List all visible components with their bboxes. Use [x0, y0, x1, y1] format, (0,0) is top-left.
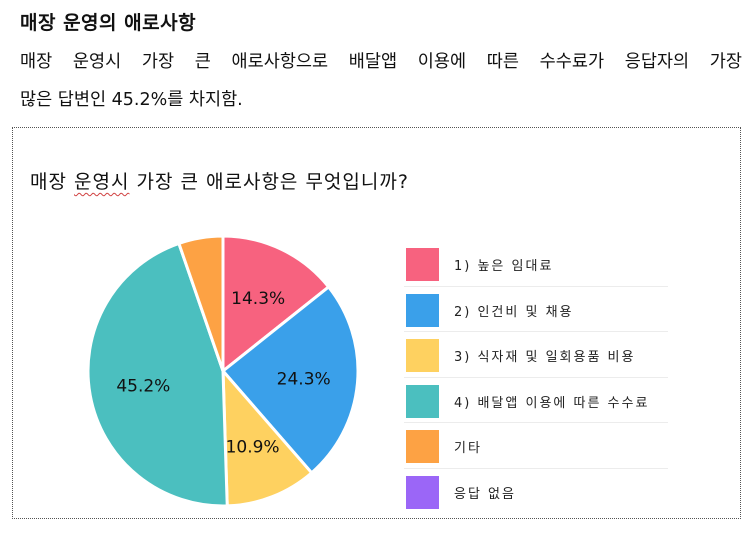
legend-item: 1) 높은 임대료: [404, 241, 668, 287]
paragraph-word: 이용에: [417, 52, 467, 72]
legend-item: 3) 식자재 및 일회용품 비용: [404, 332, 668, 378]
slice-percent-label: 14.3%: [231, 289, 285, 309]
chart-frame: [12, 127, 741, 519]
paragraph-word: 따른: [486, 52, 519, 72]
paragraph-word: 애로사항으로: [231, 52, 329, 72]
pie-slice: [221, 285, 360, 475]
legend-item: 응답 없음: [404, 469, 668, 515]
pie-slice: [177, 234, 225, 373]
pie-slice: [221, 234, 331, 373]
legend-label: 응답 없음: [454, 486, 516, 502]
section-heading: 매장 운영의 애로사항: [20, 12, 197, 34]
paragraph-word: 배달앱: [348, 52, 398, 72]
chart-title: 매장 운영시 가장 큰 애로사항은 무엇입니까?: [30, 171, 409, 193]
legend-label: 3) 식자재 및 일회용품 비용: [454, 350, 636, 366]
legend-label: 1) 높은 임대료: [454, 259, 554, 274]
summary-paragraph-line-1: 매장 운영시 가장 큰 애로사항으로 배달앱 이용에 따른 수수료가 응답자의 가장: [20, 51, 742, 73]
pie-slice: [86, 241, 229, 508]
paragraph-word: 가장: [141, 52, 175, 72]
chart-legend: 1) 높은 임대료 2) 인건비 및 채용 3) 식자재 및 일회용품 비용 4) 배…: [404, 241, 668, 515]
legend-swatch: [406, 248, 439, 281]
paragraph-word: 매장: [20, 52, 53, 72]
legend-swatch: [406, 430, 439, 464]
summary-paragraph-line-2: 많은 답변인 45.2%를 차지함.: [20, 90, 243, 110]
spellcheck-underlined-word: 운영시: [74, 171, 130, 193]
legend-swatch: [406, 293, 439, 327]
paragraph-word: 큰: [194, 52, 211, 72]
paragraph-word: 수수료가: [539, 52, 605, 72]
legend-label: 4) 배달앱 이용에 따른 수수료: [454, 395, 650, 411]
legend-item: 4) 배달앱 이용에 따른 수수료: [404, 378, 668, 424]
slice-percent-label: 45.2%: [116, 377, 170, 397]
legend-label: 기타: [454, 441, 482, 457]
paragraph-word: 운영시: [72, 52, 122, 72]
slice-percent-label: 24.3%: [277, 369, 331, 389]
paragraph-word: 응답자의: [624, 52, 690, 72]
legend-swatch: [406, 475, 439, 509]
legend-item: 기타: [404, 423, 668, 469]
paragraph-word: 가장: [709, 52, 742, 72]
legend-swatch: [406, 339, 439, 373]
pie-slice: [221, 369, 314, 508]
slice-percent-label: 10.9%: [226, 437, 280, 457]
legend-label: 2) 인건비 및 채용: [454, 304, 574, 320]
legend-swatch: [406, 384, 439, 418]
legend-item: 2) 인건비 및 채용: [404, 287, 668, 333]
